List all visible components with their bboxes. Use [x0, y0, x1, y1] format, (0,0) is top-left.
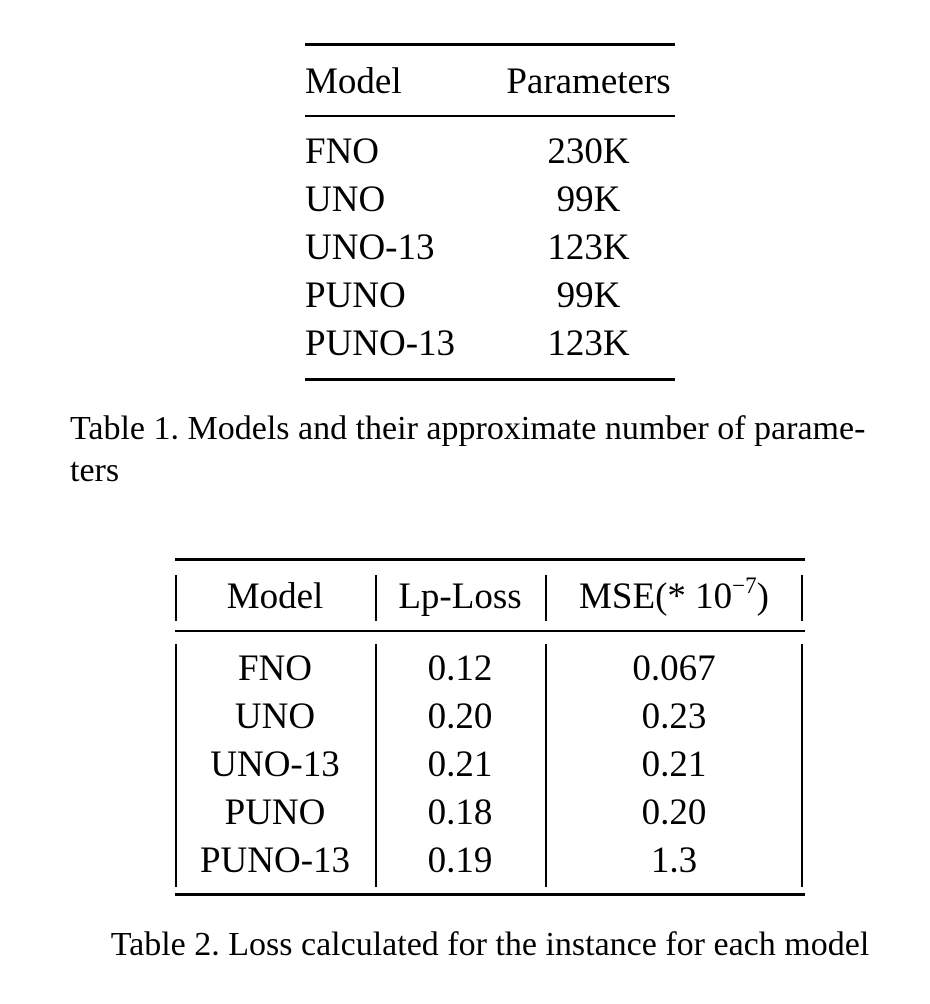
header-mse: MSE(* 10−7) [545, 573, 803, 621]
header-model: Model [305, 61, 402, 102]
table-row: UNO 0.20 0.23 [175, 693, 805, 741]
cell-lp-loss: 0.12 [427, 648, 493, 689]
header-model: Model [226, 576, 324, 617]
cell-model: UNO-13 [305, 227, 435, 268]
header-mse-suffix: ) [756, 576, 769, 617]
cell-lp-loss: 0.20 [427, 696, 493, 737]
parameters-table-header: Model Parameters [305, 46, 675, 117]
table-row: PUNO 0.18 0.20 [175, 789, 805, 837]
table-row: FNO 230K [305, 128, 675, 176]
table-row: FNO 0.12 0.067 [175, 645, 805, 693]
table-row: PUNO-13 123K [305, 320, 675, 368]
cell-mse: 0.20 [641, 792, 707, 833]
parameters-table: Model Parameters FNO 230K UNO 99K UNO-13… [305, 43, 675, 381]
cell-model: UNO [305, 179, 386, 220]
cell-lp-loss: 0.18 [427, 792, 493, 833]
column-divider [545, 575, 547, 621]
cell-model: UNO [234, 696, 316, 737]
table-row: UNO 99K [305, 176, 675, 224]
cell-lp-loss: 0.21 [427, 744, 493, 785]
table-row: PUNO 99K [305, 272, 675, 320]
table-row: PUNO-13 0.19 1.3 [175, 837, 805, 885]
cell-parameters: 123K [547, 227, 630, 268]
cell-model: FNO [237, 648, 313, 689]
parameters-table-body: FNO 230K UNO 99K UNO-13 123K PUNO 99K PU… [305, 117, 675, 378]
cell-parameters: 230K [547, 131, 630, 172]
cell-parameters: 99K [556, 179, 621, 220]
cell-lp-loss: 0.19 [427, 840, 493, 881]
loss-table-body: FNO 0.12 0.067 UNO 0.20 0.23 UNO-13 0.21… [175, 632, 805, 893]
table-row: UNO-13 0.21 0.21 [175, 741, 805, 789]
header-parameters: Parameters [506, 61, 671, 102]
table2-caption: Table 2. Loss calculated for the instanc… [110, 926, 870, 963]
cell-mse: 0.067 [632, 648, 716, 689]
column-divider [375, 644, 377, 887]
loss-table: Model Lp-Loss MSE(* 10−7) FNO 0.12 0.067… [175, 558, 805, 896]
cell-model: PUNO [305, 275, 406, 316]
column-divider [801, 644, 803, 887]
header-lp-loss: Lp-Loss [398, 576, 522, 617]
column-divider [545, 644, 547, 887]
header-mse-prefix: MSE(* 10 [579, 576, 733, 617]
cell-mse: 0.21 [641, 744, 707, 785]
cell-mse: 1.3 [650, 840, 698, 881]
table-row: UNO-13 123K [305, 224, 675, 272]
loss-table-header: Model Lp-Loss MSE(* 10−7) [175, 561, 805, 632]
cell-mse: 0.23 [641, 696, 707, 737]
cell-model: PUNO-13 [305, 323, 456, 364]
cell-model: FNO [305, 131, 380, 172]
column-divider [175, 644, 177, 887]
cell-model: PUNO [224, 792, 326, 833]
cell-parameters: 123K [547, 323, 630, 364]
column-divider [175, 575, 177, 621]
header-mse-exponent: −7 [732, 573, 757, 598]
cell-model: UNO-13 [210, 744, 340, 785]
column-divider [375, 575, 377, 621]
cell-parameters: 99K [556, 275, 621, 316]
column-divider [801, 575, 803, 621]
table1-caption: Table 1. Models and their approximate nu… [70, 410, 866, 489]
cell-model: PUNO-13 [199, 840, 351, 881]
